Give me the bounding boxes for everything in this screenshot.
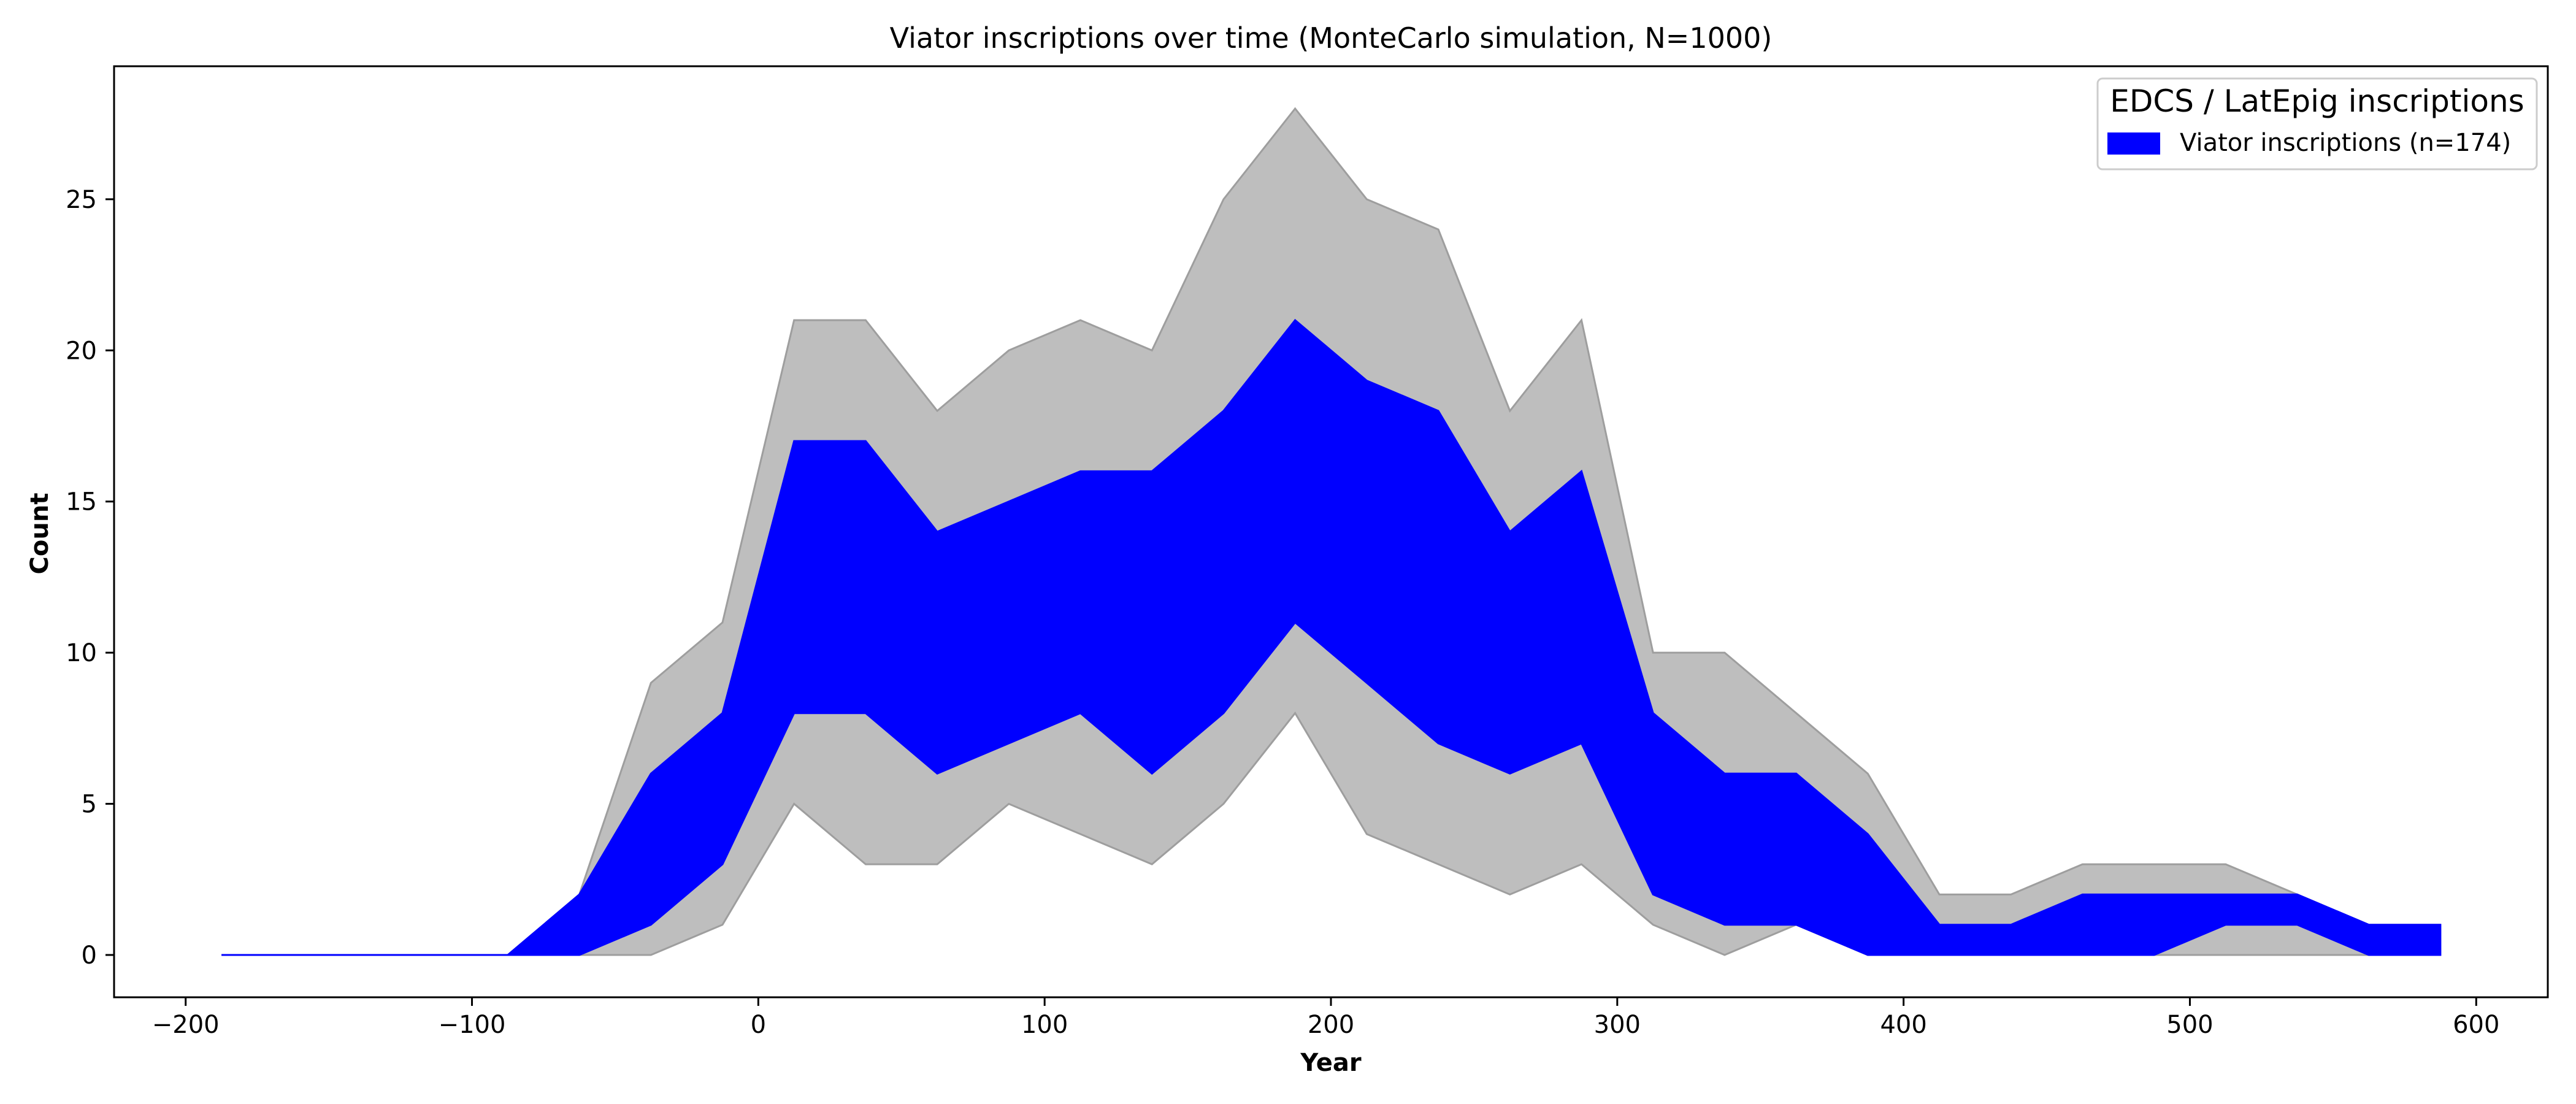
x-tick-label: 200 bbox=[1308, 1011, 1354, 1039]
x-tick-label: −100 bbox=[439, 1011, 506, 1039]
range-band-upper-edge bbox=[221, 107, 2440, 956]
legend-title: EDCS / LatEpig inscriptions bbox=[2110, 83, 2524, 119]
x-tick-label: 600 bbox=[2453, 1011, 2499, 1039]
legend-box bbox=[2096, 77, 2538, 171]
x-tick-label: 500 bbox=[2166, 1011, 2213, 1039]
legend: EDCS / LatEpig inscriptions Viator inscr… bbox=[2096, 77, 2538, 171]
y-axis-label: Count bbox=[26, 493, 54, 575]
y-tick-label: 25 bbox=[66, 186, 97, 214]
x-axis-label: Year bbox=[1300, 1049, 1361, 1077]
y-tick-label: 20 bbox=[66, 337, 97, 365]
y-tick-label: 10 bbox=[66, 639, 97, 667]
legend-entry-label: Viator inscriptions (n=174) bbox=[2180, 129, 2511, 157]
y-tick-label: 0 bbox=[82, 941, 97, 970]
legend-swatch bbox=[2107, 132, 2160, 155]
y-tick-label: 15 bbox=[66, 488, 97, 516]
plot-area: −200 −100 0 100 200 300 400 500 600 0 5 10 15 20 25 bbox=[66, 65, 2549, 1039]
chart-title: Viator inscriptions over time (MonteCarl… bbox=[890, 21, 1773, 55]
y-tick-label: 5 bbox=[82, 791, 97, 819]
x-tick-label: 0 bbox=[751, 1011, 766, 1039]
x-tick-label: 400 bbox=[1880, 1011, 1926, 1039]
viator-band bbox=[221, 318, 2442, 956]
x-tick-label: 300 bbox=[1594, 1011, 1641, 1039]
x-tick-label: 100 bbox=[1021, 1011, 1068, 1039]
x-tick-label: −200 bbox=[152, 1011, 220, 1039]
